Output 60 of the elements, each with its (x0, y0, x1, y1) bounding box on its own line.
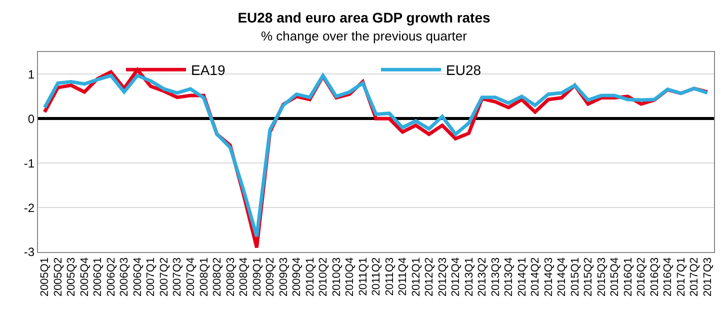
x-tick-label: 2015Q2 (582, 257, 595, 297)
x-tick-label: 2016Q4 (662, 257, 674, 297)
x-tick-label: 2008Q3 (224, 257, 237, 297)
x-tick-label: 2012Q2 (424, 257, 436, 297)
x-tick-label: 2011Q3 (384, 257, 396, 296)
x-tick-label: 2011Q4 (397, 257, 410, 296)
x-tick-label: 2009Q1 (251, 257, 264, 297)
x-tick-label: 2014Q2 (530, 257, 542, 297)
x-tick-label: 2009Q4 (291, 257, 304, 297)
x-tick-label: 2013Q3 (490, 257, 502, 297)
x-tick-label: 2008Q4 (238, 257, 250, 297)
x-tick-label: 2011Q2 (370, 257, 383, 296)
x-tick-label: 2012Q1 (410, 257, 422, 297)
x-tick-label: 2005Q2 (52, 257, 64, 297)
x-tick-label: 2016Q3 (648, 257, 661, 297)
y-tick-label: 0 (28, 112, 35, 126)
x-tick-label: 2007Q4 (185, 257, 198, 297)
x-tick-label: 2010Q2 (318, 257, 330, 297)
x-tick-label: 2005Q1 (39, 257, 52, 297)
x-tick-label: 2008Q2 (212, 257, 224, 297)
y-tick-label: -3 (24, 245, 35, 260)
x-tick-label: 2014Q3 (542, 257, 555, 297)
x-tick-label: 2009Q3 (278, 257, 290, 297)
x-tick-label: 2010Q1 (304, 257, 316, 297)
x-tick-label: 2014Q4 (556, 257, 568, 297)
x-tick-label: 2005Q4 (78, 257, 91, 297)
x-tick-label: 2007Q2 (158, 257, 170, 297)
legend-label: EU28 (446, 62, 482, 78)
x-tick-label: 2006Q4 (132, 257, 144, 297)
x-tick-label: 2005Q3 (66, 257, 78, 297)
x-tick-label: 2006Q3 (118, 257, 131, 297)
x-tick-label: 2015Q1 (569, 257, 582, 297)
x-tick-label: 2013Q1 (463, 257, 476, 297)
x-tick-label: 2015Q4 (609, 257, 622, 297)
x-tick-label: 2013Q4 (503, 257, 516, 297)
x-tick-label: 2011Q1 (357, 257, 370, 296)
x-tick-label: 2017Q3 (702, 257, 714, 297)
x-tick-label: 2017Q2 (688, 257, 701, 297)
x-tick-label: 2012Q3 (436, 257, 449, 297)
chart-title: EU28 and euro area GDP growth rates (238, 9, 491, 26)
x-tick-label: 2009Q2 (264, 257, 277, 297)
x-tick-label: 2014Q1 (516, 257, 528, 297)
chart-subtitle: % change over the previous quarter (261, 28, 468, 44)
x-tick-label: 2016Q1 (622, 257, 634, 297)
x-tick-label: 2012Q4 (450, 257, 462, 297)
x-tick-label: 2008Q1 (198, 257, 210, 297)
x-tick-label: 2013Q2 (476, 257, 489, 297)
y-tick-label: 1 (28, 67, 35, 82)
x-tick-label: 2015Q3 (596, 257, 608, 297)
y-tick-label: -2 (24, 200, 35, 215)
x-tick-label: 2007Q3 (172, 257, 184, 297)
x-tick-label: 2017Q1 (675, 257, 688, 297)
x-tick-label: 2010Q4 (344, 257, 356, 297)
x-tick-label: 2006Q1 (92, 257, 104, 297)
legend-label: EA19 (191, 62, 226, 78)
y-tick-label: -1 (24, 156, 35, 170)
x-tick-label: 2010Q3 (330, 257, 343, 297)
x-tick-label: 2007Q1 (145, 257, 158, 297)
x-tick-label: 2016Q2 (636, 257, 648, 297)
x-tick-label: 2006Q2 (105, 257, 118, 297)
